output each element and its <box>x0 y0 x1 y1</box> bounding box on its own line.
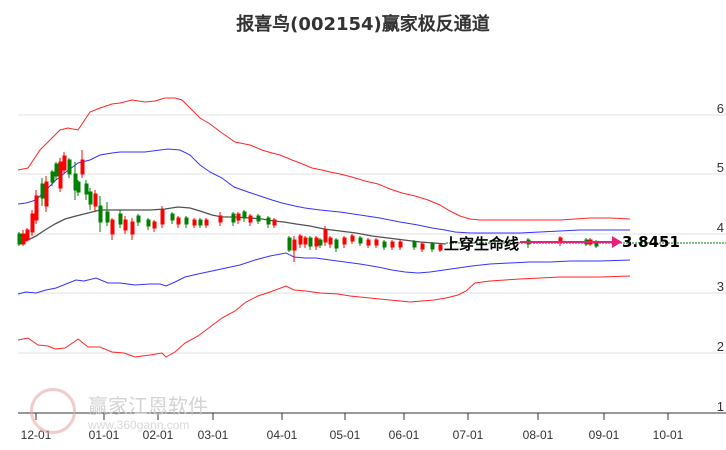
chart-title: 报喜鸟(002154)赢家极反通道 <box>236 14 490 35</box>
y-tick-3: 3 <box>716 279 724 294</box>
arrow-icon <box>520 236 622 248</box>
x-tick-label: 03-01 <box>197 428 229 442</box>
x-tick-label: 04-01 <box>266 428 298 442</box>
price-label: 3.8451 <box>622 233 680 251</box>
watermark-url: www.360gann.com <box>88 418 190 432</box>
x-tick-label: 08-01 <box>522 428 554 442</box>
inner-lower-band <box>17 252 631 295</box>
y-tick-1: 1 <box>716 399 724 414</box>
watermark-text: 赢家江恩软件 <box>88 394 208 418</box>
x-tick-label: 07-01 <box>452 428 484 442</box>
crossover-annotation: 上穿生命线 <box>444 235 520 253</box>
y-tick-6: 6 <box>716 101 724 116</box>
watermark-logo-icon <box>30 388 76 434</box>
y-tick-4: 4 <box>716 220 724 235</box>
inner-upper-band <box>17 148 630 234</box>
gridlines <box>18 114 726 354</box>
x-axis <box>18 412 726 420</box>
y-tick-5: 5 <box>716 160 724 175</box>
x-tick-label: 02-01 <box>142 428 174 442</box>
outer-lower-band <box>17 275 631 358</box>
candlesticks <box>17 150 599 262</box>
x-tick-label: 09-01 <box>588 428 620 442</box>
x-tick-label: 10-01 <box>652 428 684 442</box>
outer-upper-band <box>17 97 631 221</box>
x-tick-label: 01-01 <box>88 428 120 442</box>
x-tick-label: 05-01 <box>329 428 361 442</box>
x-tick-label: 06-01 <box>388 428 420 442</box>
y-tick-2: 2 <box>716 339 724 354</box>
life-line <box>17 206 447 245</box>
